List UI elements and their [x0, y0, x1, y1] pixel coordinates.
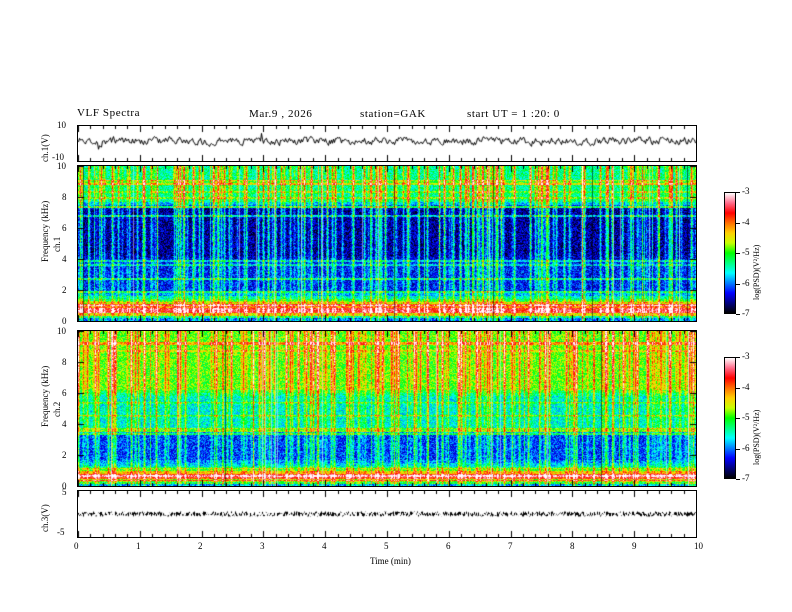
colorbar-ch1-label: log(PSD)(V²/Hz)	[752, 244, 761, 300]
colorbar-ch1-tick--3: -3	[742, 186, 750, 196]
x-axis-tick-3: 3	[260, 541, 265, 551]
colorbar-ch1-tickmark	[736, 253, 740, 254]
x-axis-tick-7: 7	[508, 541, 513, 551]
colorbar-ch2-tickmark	[736, 418, 740, 419]
panel-ch1-spectrogram-axis-label-freq: Frequency (kHz)	[40, 200, 50, 262]
ch2-spec-ytick-0: 0	[62, 481, 67, 491]
x-axis-tick-0: 0	[74, 541, 79, 551]
panel-ch1-waveform	[77, 125, 697, 162]
ch2-spec-ytick-6: 6	[62, 388, 67, 398]
ch2-spec-ytick-2: 2	[62, 450, 67, 460]
panel-ch3-waveform	[77, 490, 697, 538]
header-start-time: start UT = 1 :20: 0	[467, 108, 560, 120]
page-title: VLF Spectra	[77, 107, 141, 119]
x-axis-tick-6: 6	[446, 541, 451, 551]
colorbar-ch2	[724, 357, 736, 479]
panel-ch1-spectrogram	[77, 165, 697, 322]
x-axis-tick-2: 2	[198, 541, 203, 551]
panel-ch3-waveform-axis-label: ch.3(V)	[40, 504, 50, 532]
panel-ch1-waveform-axis-label: ch.1(V)	[40, 134, 50, 162]
ch3-waveform-ytick-max: 5	[62, 487, 67, 497]
colorbar-ch2-tick--7: -7	[742, 473, 750, 483]
header-station: station=GAK	[360, 108, 426, 120]
ch1-spec-ytick-4: 4	[62, 254, 67, 264]
panel-ch1-spectrogram-axis-label-ch: ch.1	[52, 236, 62, 252]
colorbar-ch2-gradient	[725, 358, 735, 478]
colorbar-ch1-tick--4: -4	[742, 216, 750, 227]
colorbar-ch2-tickmark	[736, 357, 740, 358]
ch3-waveform-ytick-min: -5	[57, 527, 65, 537]
colorbar-ch2-tick--4: -4	[742, 381, 750, 392]
x-axis-tick-8: 8	[570, 541, 575, 551]
ch1-waveform-ytick-min: -10	[52, 152, 64, 162]
panel-ch2-spectrogram	[77, 330, 697, 487]
x-axis-tick-10: 10	[694, 541, 703, 551]
ch2-spec-ytick-4: 4	[62, 419, 67, 429]
colorbar-ch2-tick--5: -5	[742, 412, 750, 422]
ch1-spec-ytick-6: 6	[62, 223, 67, 233]
colorbar-ch1-tickmark	[736, 283, 740, 285]
ch1-spec-ytick-10: 10	[57, 161, 66, 171]
ch2-spec-ytick-8: 8	[62, 357, 67, 367]
colorbar-ch1-tickmark	[736, 314, 740, 315]
colorbar-ch1-gradient	[725, 193, 735, 313]
ch2-spec-ytick-10: 10	[57, 326, 66, 336]
colorbar-ch1-tick--5: -5	[742, 247, 750, 257]
x-axis-tick-4: 4	[322, 541, 327, 551]
ch1-waveform-ytick-max: 10	[57, 120, 66, 130]
colorbar-ch2-tickmark	[736, 387, 740, 389]
colorbar-ch1-tick--7: -7	[742, 308, 750, 318]
colorbar-ch1-tickmark	[736, 192, 740, 193]
colorbar-ch1-tickmark	[736, 222, 740, 224]
colorbar-ch2-label: log(PSD)(V²/Hz)	[752, 409, 761, 465]
ch1-spec-ytick-8: 8	[62, 192, 67, 202]
panel-ch2-spectrogram-axis-label-ch: ch.2	[52, 401, 62, 417]
x-axis-tick-9: 9	[632, 541, 637, 551]
x-axis-label: Time (min)	[370, 556, 411, 566]
colorbar-ch1	[724, 192, 736, 314]
colorbar-ch2-tickmark	[736, 479, 740, 480]
colorbar-ch1-tick--6: -6	[742, 277, 750, 288]
colorbar-ch2-tick--3: -3	[742, 351, 750, 361]
x-axis-tick-1: 1	[136, 541, 141, 551]
colorbar-ch2-tick--6: -6	[742, 442, 750, 453]
ch1-spec-ytick-0: 0	[62, 316, 67, 326]
ch1-spec-ytick-2: 2	[62, 285, 67, 295]
header-date: Mar.9 , 2026	[249, 108, 313, 120]
x-axis-tick-5: 5	[384, 541, 389, 551]
colorbar-ch2-tickmark	[736, 448, 740, 450]
panel-ch2-spectrogram-axis-label-freq: Frequency (kHz)	[40, 365, 50, 427]
